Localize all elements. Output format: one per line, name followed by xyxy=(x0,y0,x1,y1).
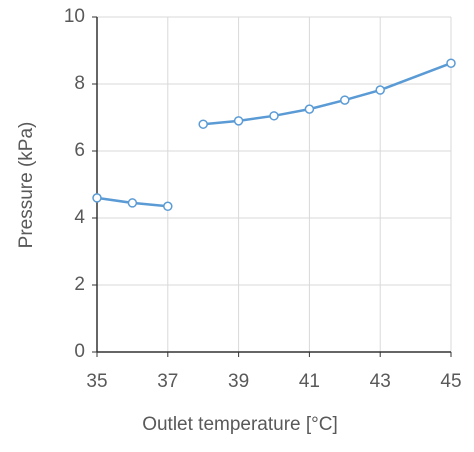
data-point xyxy=(92,193,102,203)
x-tick-label: 41 xyxy=(299,371,320,392)
data-line xyxy=(203,62,452,126)
data-point xyxy=(375,85,385,95)
data-point xyxy=(163,201,173,212)
y-axis-label: Pressure (kPa) xyxy=(16,122,37,249)
x-tick-label: 37 xyxy=(157,371,178,392)
x-tick-label: 39 xyxy=(228,371,249,392)
data-point xyxy=(269,111,279,121)
data-point xyxy=(127,198,138,208)
x-tick-label: 43 xyxy=(370,371,391,392)
data-point xyxy=(446,58,456,68)
data-point xyxy=(340,95,350,105)
y-tick-label: 10 xyxy=(64,6,85,27)
data-point xyxy=(198,119,208,129)
x-tick-label: 35 xyxy=(86,371,107,392)
y-tick-label: 0 xyxy=(74,341,85,362)
x-axis-label: Outlet temperature [°C] xyxy=(142,414,338,435)
data-point xyxy=(304,104,315,114)
y-tick-label: 8 xyxy=(74,73,85,94)
data-point xyxy=(233,116,244,126)
y-tick-label: 4 xyxy=(74,207,85,228)
y-tick-label: 2 xyxy=(74,274,85,295)
y-tick-label: 6 xyxy=(74,140,85,161)
x-tick-label: 45 xyxy=(440,371,461,392)
